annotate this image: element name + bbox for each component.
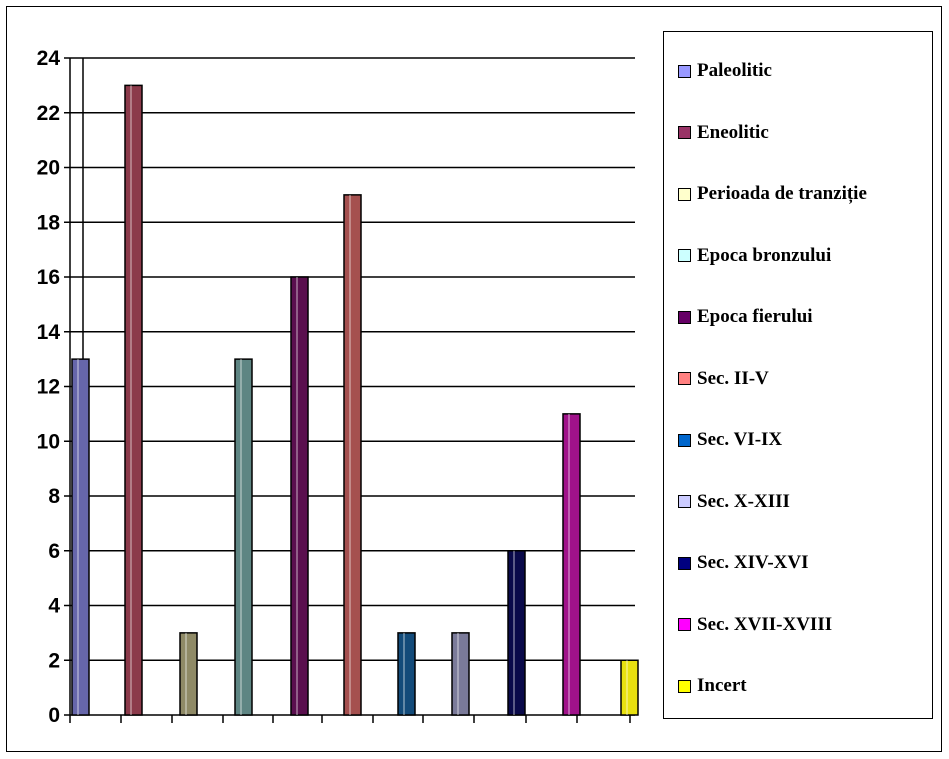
- legend-swatch-icon: [678, 249, 691, 262]
- legend-swatch-icon: [678, 372, 691, 385]
- legend-swatch-icon: [678, 126, 691, 139]
- y-tick-label: 22: [37, 102, 60, 125]
- bar-epoca-bronzului: [234, 358, 253, 716]
- bar-sec-ii-v: [343, 194, 362, 716]
- legend-label: Sec. XVII-XVIII: [697, 613, 833, 635]
- legend-label: Eneolitic: [697, 121, 769, 143]
- bar-sec-x-xiii: [451, 632, 470, 716]
- legend-label: Epoca bronzului: [697, 244, 832, 266]
- y-tick-label: 0: [48, 704, 60, 727]
- legend-label: Sec. II-V: [697, 367, 769, 389]
- legend-item: Sec. II-V: [678, 367, 769, 391]
- legend-swatch-icon: [678, 433, 691, 447]
- legend-item: Paleolitic: [678, 59, 772, 83]
- y-tick-label: 16: [37, 266, 60, 289]
- legend-item: Sec. XIV-XVI: [678, 551, 809, 575]
- legend-swatch-icon: [678, 64, 691, 78]
- chart-frame: [6, 6, 942, 752]
- legend-label: Paleolitic: [697, 60, 772, 81]
- legend-swatch-icon: [678, 187, 691, 201]
- y-tick-label: 4: [48, 595, 60, 618]
- bar-incert: [620, 659, 639, 716]
- legend-label: Sec. X-XIII: [697, 490, 790, 512]
- y-tick-label: 18: [37, 211, 61, 234]
- chart-legend: Paleolitic Eneolitic Perioada de tranziție…: [663, 31, 933, 719]
- bar-perioada-de-tranzi-ie: [179, 632, 198, 716]
- legend-swatch-icon: [678, 310, 691, 324]
- y-tick-label: 2: [48, 649, 60, 672]
- y-tick-label: 12: [37, 376, 60, 399]
- legend-item: Epoca bronzului: [678, 244, 831, 268]
- y-tick-label: 14: [37, 321, 61, 344]
- bar-eneolitic: [124, 84, 143, 716]
- y-tick-label: 20: [37, 157, 60, 180]
- bar-paleolitic: [71, 358, 90, 716]
- legend-item: Epoca fierului: [678, 305, 813, 329]
- y-tick-label: 6: [48, 540, 60, 563]
- legend-item: Sec. X-XIII: [678, 490, 790, 514]
- bar-sec-xvii-xviii: [562, 413, 581, 716]
- legend-item: Sec. XVII-XVIII: [678, 613, 832, 637]
- legend-item: Sec. VI-IX: [678, 428, 782, 452]
- legend-swatch-icon: [678, 495, 691, 508]
- legend-item: Incert: [678, 674, 747, 698]
- legend-label: Epoca fierului: [697, 306, 813, 327]
- legend-label: Perioada de tranziție: [697, 183, 867, 204]
- legend-label: Sec. VI-IX: [697, 429, 783, 450]
- legend-item: Perioada de tranziție: [678, 182, 867, 206]
- bar-sec-xiv-xvi: [507, 550, 526, 716]
- y-tick-label: 8: [48, 485, 60, 508]
- y-tick-label: 10: [37, 430, 60, 453]
- legend-label: Sec. XIV-XVI: [697, 552, 809, 573]
- legend-swatch-icon: [678, 679, 691, 693]
- y-tick-label: 24: [37, 47, 61, 70]
- legend-swatch-icon: [678, 618, 691, 631]
- bar-sec-vi-ix: [397, 632, 416, 716]
- legend-swatch-icon: [678, 556, 691, 570]
- legend-item: Eneolitic: [678, 121, 769, 145]
- bar-epoca-fierului: [290, 276, 309, 716]
- legend-label: Incert: [697, 675, 747, 696]
